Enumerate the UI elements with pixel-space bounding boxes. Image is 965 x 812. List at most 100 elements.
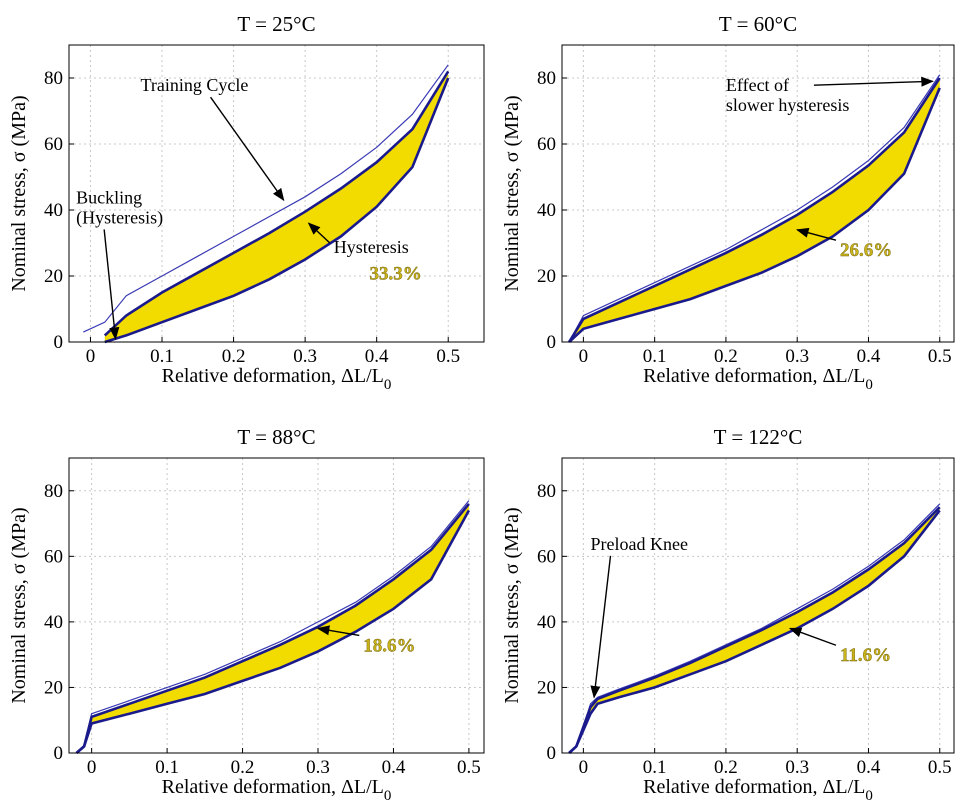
x-tick-label: 0.2 [222, 346, 246, 367]
x-tick-label: 0.2 [231, 757, 255, 778]
x-axis-label: Relative deformation, ΔL/L0 [643, 776, 873, 804]
annotation-arrow [103, 229, 120, 340]
chart-title: T = 88°C [237, 425, 315, 449]
y-tick-label: 0 [547, 743, 557, 764]
x-tick-label: 0 [86, 346, 96, 367]
x-tick-label: 0.2 [714, 757, 738, 778]
chart-panel-2: 0 0.1 0.2 0.3 0.4 0.5 0 20 40 60 80 T = 60°C Relativ… [501, 12, 955, 393]
y-axis-label: Nominal stress, σ (MPa) [501, 95, 523, 291]
hysteresis-area [569, 78, 940, 342]
y-tick-label: 80 [44, 481, 63, 502]
x-axis-label-subscript: 0 [384, 377, 392, 393]
y-tick-label: 40 [537, 200, 556, 221]
x-tick-label: 0.2 [714, 346, 738, 367]
x-tick-label: 0 [579, 346, 589, 367]
plot-frame [68, 457, 485, 754]
x-tick-label: 0.3 [293, 346, 317, 367]
training-cycle-line [76, 500, 470, 754]
x-tick-label: 0.5 [436, 346, 460, 367]
chart-panel-1: 0 0.1 0.2 0.3 0.4 0.5 0 20 40 60 80 T = 25°C Relativ… [8, 12, 485, 393]
plot-frame [68, 44, 485, 343]
x-tick-label: 0.5 [928, 346, 952, 367]
y-axis-label: Nominal stress, σ (MPa) [501, 507, 523, 703]
x-axis-label-subscript: 0 [384, 788, 392, 804]
plot-area [562, 458, 954, 753]
annotation-arrow [590, 555, 612, 699]
x-tick-label: 0.5 [928, 757, 952, 778]
x-tick-label: 0.5 [457, 757, 481, 778]
hysteresis-area [76, 503, 469, 753]
unloading-curve [104, 77, 450, 344]
annotation-label: Training Cycle [141, 75, 249, 95]
plot-frame [561, 457, 955, 754]
annotation-label: Preload Knee [591, 534, 688, 554]
unloading-curve [75, 509, 471, 754]
annotation-arrow [788, 627, 837, 646]
x-tick-label: 0.4 [382, 757, 406, 778]
x-tick-label: 0 [579, 757, 589, 778]
hysteresis-area [104, 71, 449, 343]
annotation-arrow [316, 625, 360, 637]
loading-curve [567, 77, 941, 343]
x-tick-label: 0.3 [785, 346, 809, 367]
annotation-label: slower hysteresis [726, 95, 849, 115]
y-tick-label: 40 [537, 612, 556, 633]
annotation-arrow [813, 76, 934, 87]
plot-area [562, 45, 954, 342]
y-tick-label: 60 [44, 134, 63, 155]
x-axis-label-subscript: 0 [865, 377, 873, 393]
y-tick-label: 60 [44, 546, 63, 567]
y-tick-label: 80 [537, 68, 556, 89]
annotation-label: Effect of [726, 75, 789, 95]
unloading-curve [568, 509, 941, 754]
y-tick-label: 0 [54, 743, 64, 764]
chart-title: T = 25°C [237, 12, 315, 36]
plot-frame [561, 44, 955, 343]
chart-title: T = 60°C [719, 12, 797, 36]
y-tick-label: 20 [537, 266, 556, 287]
annotation-arrow [307, 222, 331, 244]
y-tick-label: 40 [44, 200, 63, 221]
annotation-label: Buckling [76, 187, 142, 207]
y-tick-label: 60 [537, 134, 556, 155]
y-tick-label: 40 [44, 612, 63, 633]
y-axis-label: Nominal stress, σ (MPa) [8, 95, 30, 291]
hysteresis-percent-label: 11.6% [840, 645, 891, 666]
x-tick-label: 0.4 [365, 346, 389, 367]
x-tick-label: 0.1 [155, 757, 179, 778]
y-tick-label: 80 [44, 68, 63, 89]
chart-title: T = 122°C [714, 425, 803, 449]
annotation-arrow [795, 227, 837, 241]
unloading-curve [568, 87, 941, 343]
annotation-label: Hysteresis [334, 237, 409, 257]
y-tick-label: 20 [44, 677, 63, 698]
x-axis-label: Relative deformation, ΔL/L0 [162, 776, 392, 804]
x-tick-label: 0.1 [643, 346, 667, 367]
y-tick-label: 80 [537, 481, 556, 502]
chart-panel-3: 0 0.1 0.2 0.3 0.4 0.5 0 20 40 60 80 T = 88°C Relativ… [8, 425, 485, 804]
x-tick-label: 0 [87, 757, 97, 778]
y-tick-label: 20 [537, 677, 556, 698]
y-axis-label: Nominal stress, σ (MPa) [8, 507, 30, 703]
annotation-arrow [209, 96, 285, 202]
x-axis-label: Relative deformation, ΔL/L0 [162, 365, 392, 393]
hysteresis-percent-label: 33.3% [370, 263, 422, 284]
loading-curve [103, 70, 450, 337]
x-tick-label: 0.1 [643, 757, 667, 778]
y-tick-label: 0 [547, 332, 557, 353]
x-tick-label: 0.1 [150, 346, 174, 367]
y-tick-label: 0 [54, 332, 64, 353]
x-tick-label: 0.4 [857, 757, 881, 778]
x-tick-label: 0.4 [857, 346, 881, 367]
y-tick-label: 20 [44, 266, 63, 287]
loading-curve [75, 503, 470, 754]
annotation-label: (Hysteresis) [76, 207, 163, 228]
loading-curve [568, 506, 941, 754]
training-cycle-line [568, 74, 941, 343]
y-tick-label: 60 [537, 546, 556, 567]
training-cycle-line [83, 64, 449, 333]
x-axis-label-subscript: 0 [865, 788, 873, 804]
hysteresis-percent-label: 26.6% [840, 240, 892, 261]
hysteresis-percent-label: 18.6% [363, 635, 415, 656]
